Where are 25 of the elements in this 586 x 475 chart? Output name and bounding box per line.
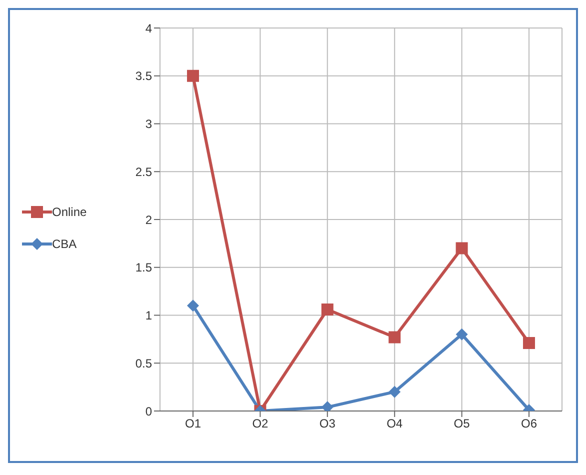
y-tick-label: 2 — [145, 212, 152, 227]
point — [187, 70, 199, 82]
point — [388, 386, 401, 398]
legend-label: CBA — [52, 237, 77, 251]
y-tick-label: 0.5 — [135, 356, 152, 370]
point — [388, 331, 401, 344]
y-tick-label: 3 — [145, 117, 152, 132]
y-tick-label: 4 — [145, 21, 152, 36]
point — [523, 337, 535, 350]
point — [456, 242, 468, 254]
x-tick-label: O5 — [454, 416, 470, 431]
point — [456, 328, 468, 340]
point — [187, 300, 199, 312]
y-tick-label: 1.5 — [135, 260, 152, 275]
y-tick-label: 1 — [145, 308, 152, 323]
legend-label: Online — [52, 205, 87, 219]
x-tick-label: O4 — [386, 416, 403, 431]
y-tick-label: 2.5 — [135, 164, 152, 179]
point — [321, 304, 334, 316]
x-tick-label: O3 — [319, 416, 336, 431]
x-tick-label: O1 — [184, 416, 202, 431]
y-tick-label: 3.5 — [135, 69, 152, 84]
y-tick-label: 0 — [145, 404, 152, 418]
x-tick-label: O2 — [252, 416, 269, 431]
x-tick-label: O6 — [520, 416, 538, 431]
